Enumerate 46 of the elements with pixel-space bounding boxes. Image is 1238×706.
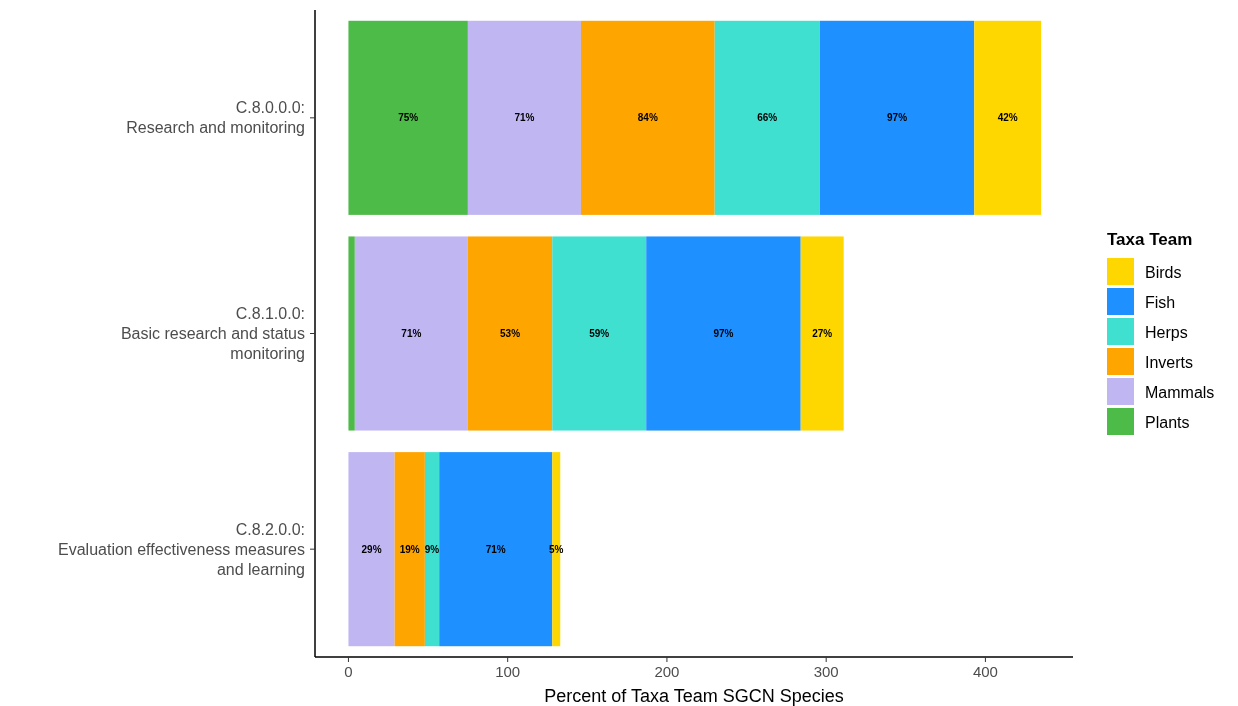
bar bbox=[424, 452, 440, 647]
data-label: 53% bbox=[500, 328, 521, 339]
bar bbox=[714, 20, 820, 215]
data-label: 9% bbox=[424, 543, 440, 555]
x-tick-label: 200 bbox=[654, 663, 680, 680]
bar bbox=[580, 20, 715, 215]
bar bbox=[467, 20, 581, 215]
x-tick-label: 300 bbox=[813, 663, 839, 680]
legend-label: Inverts bbox=[1145, 353, 1194, 371]
data-label: 19% bbox=[399, 543, 420, 555]
legend-label: Fish bbox=[1145, 293, 1176, 311]
legend-label: Birds bbox=[1145, 263, 1182, 281]
data-label: 75% bbox=[398, 112, 419, 124]
data-label: 66% bbox=[757, 112, 778, 124]
data-label: 71% bbox=[514, 112, 535, 124]
data-label: 59% bbox=[589, 328, 610, 339]
data-label: 97% bbox=[713, 328, 734, 339]
x-axis-title: Percent of Taxa Team SGCN Species bbox=[544, 686, 844, 706]
bar bbox=[552, 236, 647, 431]
bar bbox=[974, 20, 1042, 215]
bar bbox=[819, 20, 975, 215]
x-tick-label: 0 bbox=[344, 663, 353, 680]
bar bbox=[800, 236, 844, 431]
data-label: 42% bbox=[997, 112, 1018, 124]
data-label: 97% bbox=[887, 112, 908, 124]
bar bbox=[348, 236, 355, 431]
legend-title: Taxa Team bbox=[1107, 230, 1193, 249]
data-label: 27% bbox=[812, 328, 833, 339]
legend-label: Mammals bbox=[1145, 383, 1215, 401]
legend-label: Plants bbox=[1145, 413, 1190, 431]
bar bbox=[348, 452, 395, 647]
bar bbox=[646, 236, 801, 431]
bar bbox=[467, 236, 553, 431]
bar bbox=[348, 20, 468, 215]
y-tick-label: C.8.2.0.0: Evaluation effectiveness measures and learning bbox=[58, 520, 305, 578]
y-tick-label: C.8.0.0.0: Research and monitoring bbox=[126, 99, 305, 137]
x-tick-label: 100 bbox=[495, 663, 521, 680]
bar bbox=[354, 236, 468, 431]
data-label: 29% bbox=[361, 543, 382, 555]
y-tick-label: C.8.1.0.0: Basic research and status monitoring bbox=[120, 305, 305, 363]
data-label: 71% bbox=[485, 543, 506, 555]
data-label: 84% bbox=[637, 112, 658, 124]
legend-label: Herps bbox=[1145, 323, 1188, 341]
x-tick-label: 400 bbox=[972, 663, 998, 680]
data-label: 71% bbox=[401, 328, 422, 339]
bar bbox=[394, 452, 425, 647]
